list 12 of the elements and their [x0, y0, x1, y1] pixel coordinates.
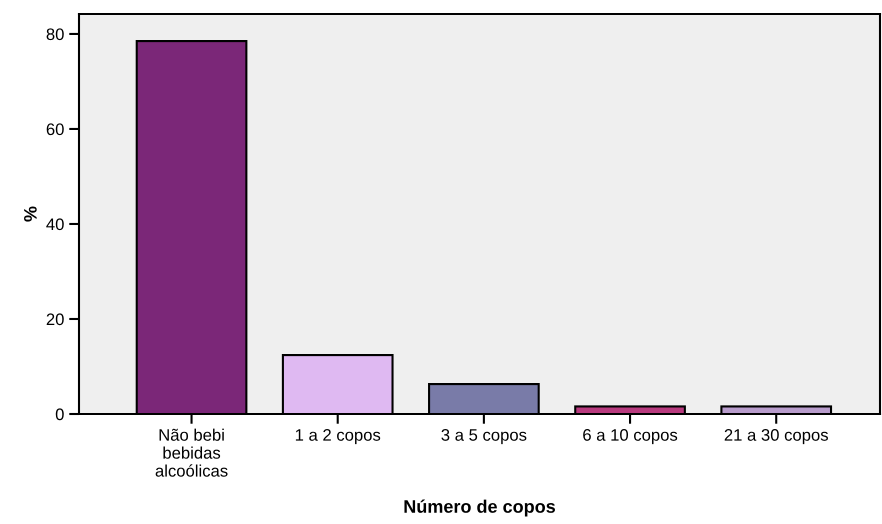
x-tick-label: 21 a 30 copos [724, 429, 828, 444]
y-tick-label: 40 [46, 218, 64, 230]
y-tick-label: 80 [46, 28, 64, 40]
x-tick-label: 6 a 10 copos [583, 429, 678, 444]
x-tick-label: Não bebi bebidas alcoólicas [156, 428, 228, 477]
x-axis-title: Número de copos [404, 499, 556, 516]
y-tick-label: 60 [46, 123, 64, 136]
x-tick-label: 1 a 2 copos [296, 429, 380, 444]
y-tick-label: 0 [56, 408, 64, 420]
y-tick-label: 20 [46, 313, 64, 326]
x-tick-label: 3 a 5 copos [441, 429, 526, 444]
y-axis-title: % [24, 206, 37, 222]
